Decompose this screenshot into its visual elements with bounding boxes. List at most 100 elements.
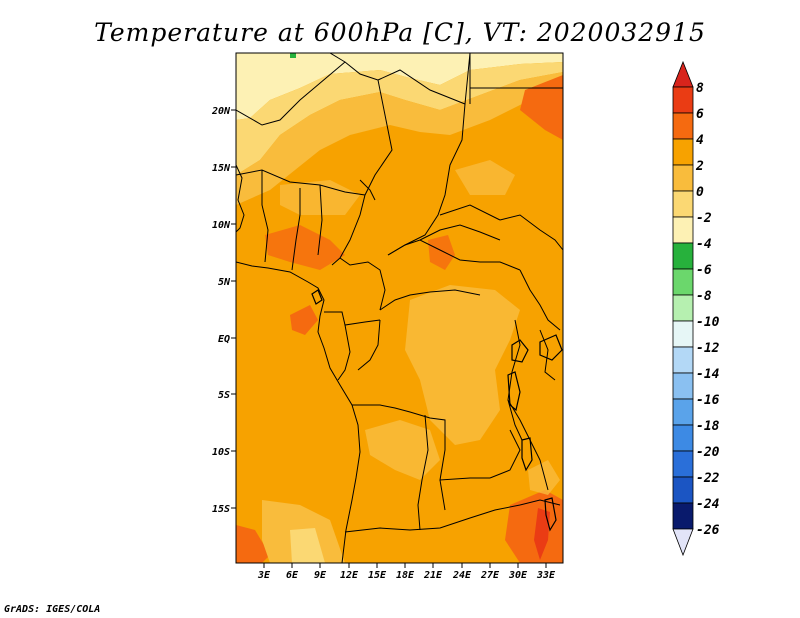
- colorbar-box-m22-m20: [672, 450, 694, 478]
- field-north-light: [236, 62, 563, 175]
- border-car-drc: [379, 289, 481, 311]
- colorbar-label: -12: [696, 341, 720, 356]
- lon-label: 9E: [314, 570, 327, 581]
- credit-text: GrADS: IGES/COLA: [4, 604, 101, 615]
- colorbar-box-2-4: [672, 138, 694, 166]
- map-frame: [235, 52, 564, 564]
- map-title: Temperature at 600hPa [C], VT: 202003291…: [94, 18, 706, 47]
- colorbar-box-m18-m16: [672, 398, 694, 426]
- border-gabon-congo: [337, 324, 351, 381]
- colorbar-label: -24: [696, 497, 720, 512]
- border-nigeria-e: [331, 194, 366, 266]
- colorbar-box-m2-0: [672, 190, 694, 218]
- lake-mweru: [521, 437, 533, 472]
- lat-tick-marks: [231, 109, 236, 509]
- border-sudan-ss: [499, 214, 563, 251]
- border-cameroon: [339, 257, 386, 311]
- lat-label: EQ: [218, 334, 230, 345]
- colorbar-label: -16: [696, 393, 720, 408]
- colorbar-box-m12-m10: [672, 320, 694, 348]
- colorbar-label: -6: [696, 263, 712, 278]
- border-ss-car: [419, 224, 501, 241]
- border-alg: [329, 53, 346, 63]
- field-green-speck: [290, 53, 296, 58]
- border-congo-drc: [357, 319, 381, 371]
- colorbar-label: -8: [696, 289, 712, 304]
- coast-gulf-south: [236, 261, 361, 563]
- lat-label: 15N: [212, 163, 231, 174]
- border-uganda-n: [519, 269, 561, 331]
- lon-label: 6E: [286, 570, 299, 581]
- border-car: [387, 239, 521, 271]
- colorbar-label: -4: [696, 237, 712, 252]
- border-angola-drc: [352, 404, 490, 481]
- bioko-island: [311, 289, 323, 305]
- lon-tick-labels: 3E 6E 9E 12E 15E 18E 21E 24E 27E 30E 33E: [257, 570, 556, 581]
- lat-tick-labels: 20N 15N 10N 5N EQ 5S 10S 15S: [211, 106, 231, 515]
- colorbar-label: 8: [696, 81, 704, 96]
- country-borders: [236, 53, 563, 563]
- field-north-pale: [236, 53, 563, 120]
- border-nigeria-w: [317, 184, 323, 256]
- lakes: [311, 289, 563, 532]
- border-libya-chad: [377, 53, 471, 105]
- field-sw-warm: [236, 525, 270, 563]
- border-sudan-chad: [439, 204, 501, 221]
- field-car-warm: [428, 235, 455, 270]
- lon-label: 30E: [508, 570, 528, 581]
- border-chad-sudan: [387, 103, 466, 256]
- lake-victoria: [539, 334, 563, 361]
- colorbar-label: 6: [696, 107, 704, 122]
- field-angola-cool: [365, 420, 440, 480]
- lon-label: 18E: [396, 570, 415, 581]
- lat-label: 5N: [218, 277, 231, 288]
- border-burkina: [236, 169, 366, 196]
- colorbar-box-m24-m22: [672, 476, 694, 504]
- border-niger: [236, 61, 393, 196]
- colorbar-label: -26: [696, 523, 720, 538]
- lon-label: 33E: [536, 570, 556, 581]
- lake-albert: [511, 339, 529, 363]
- lon-label: 3E: [257, 570, 271, 581]
- lon-label: 21E: [423, 570, 443, 581]
- colorbar-label: 2: [695, 159, 704, 174]
- border-zambia-drc: [489, 429, 521, 479]
- lat-label: 15S: [212, 504, 230, 515]
- lon-label: 27E: [480, 570, 500, 581]
- colorbar-box-m8-m6: [672, 268, 694, 296]
- lat-label: 10S: [212, 447, 230, 458]
- colorbar-box-m10-m8: [672, 294, 694, 322]
- border-togo-benin: [291, 188, 301, 271]
- colorbar-box-m4-m2: [672, 216, 694, 244]
- lake-chad: [359, 179, 376, 201]
- colorbar-label: -20: [696, 445, 720, 460]
- field-congo-cool: [405, 285, 520, 445]
- lon-label: 24E: [452, 570, 472, 581]
- lon-label: 12E: [340, 570, 359, 581]
- colorbar-label: -14: [696, 367, 720, 382]
- border-angola-zambia: [439, 479, 446, 511]
- colorbar: 8 6 4 2 0 -2 -4 -6 -8 -10 -12 -14 -16 -1…: [672, 60, 720, 557]
- colorbar-bottom-arrow: [672, 528, 694, 557]
- colorbar-box-m6-m4: [672, 242, 694, 270]
- colorbar-box-m26-m24: [672, 502, 694, 530]
- lon-label: 15E: [368, 570, 387, 581]
- colorbar-box-m16-m14: [672, 372, 694, 400]
- colorbar-box-0-2: [672, 164, 694, 192]
- colorbar-label: -2: [696, 211, 712, 226]
- colorbar-label: -22: [696, 471, 720, 486]
- field-gabon-warm: [290, 305, 318, 335]
- lat-label: 20N: [211, 106, 231, 117]
- colorbar-box-m20-m18: [672, 424, 694, 452]
- lat-label: 10N: [212, 220, 231, 231]
- colorbar-label: 4: [696, 133, 704, 148]
- field-west-warm: [265, 225, 345, 270]
- colorbar-box-6-8: [672, 86, 694, 114]
- field-malawi-cool: [528, 460, 560, 495]
- coast-west: [236, 164, 245, 233]
- lat-label: 5S: [218, 390, 230, 401]
- field-north-0-2: [236, 72, 563, 205]
- colorbar-label: -10: [696, 315, 720, 330]
- lon-tick-marks: [263, 563, 547, 568]
